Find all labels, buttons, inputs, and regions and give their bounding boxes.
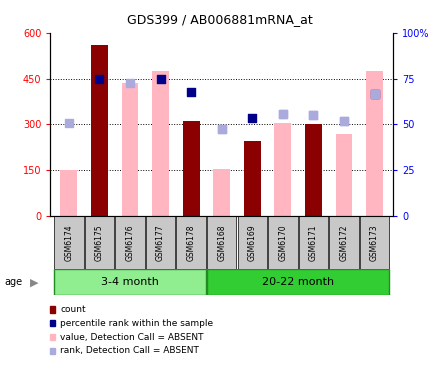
Bar — [91, 45, 108, 216]
Point — [218, 126, 225, 132]
Text: GSM6176: GSM6176 — [125, 224, 134, 261]
Bar — [85, 216, 114, 269]
Bar — [152, 71, 169, 216]
Bar — [243, 141, 260, 216]
Text: GSM6178: GSM6178 — [186, 224, 195, 261]
Point — [126, 80, 133, 86]
Bar — [328, 216, 358, 269]
Text: GSM6177: GSM6177 — [155, 224, 165, 261]
Point — [370, 91, 377, 97]
Point — [340, 119, 347, 124]
Text: age: age — [4, 277, 22, 287]
Text: GSM6168: GSM6168 — [217, 224, 226, 261]
Bar — [298, 216, 327, 269]
Bar — [207, 269, 389, 295]
Bar — [60, 170, 77, 216]
Point — [279, 111, 286, 117]
Bar — [54, 216, 83, 269]
Point — [309, 112, 316, 118]
Bar — [268, 216, 297, 269]
Bar — [176, 216, 205, 269]
Text: rank, Detection Call = ABSENT: rank, Detection Call = ABSENT — [60, 347, 199, 355]
Bar — [335, 134, 352, 216]
Point — [157, 76, 164, 82]
Bar — [359, 216, 389, 269]
Point — [218, 126, 225, 132]
Text: percentile rank within the sample: percentile rank within the sample — [60, 319, 213, 328]
Point — [309, 112, 316, 118]
Text: 3-4 month: 3-4 month — [101, 277, 159, 287]
Point — [187, 90, 194, 96]
Text: ▶: ▶ — [30, 277, 38, 287]
Point — [340, 119, 347, 124]
Text: GSM6169: GSM6169 — [247, 224, 256, 261]
Text: value, Detection Call = ABSENT: value, Detection Call = ABSENT — [60, 333, 204, 341]
Bar — [54, 269, 205, 295]
Point — [279, 111, 286, 117]
Text: GSM6174: GSM6174 — [64, 224, 73, 261]
Bar — [274, 123, 290, 216]
Text: count: count — [60, 305, 86, 314]
Text: GSM6175: GSM6175 — [95, 224, 104, 261]
Text: 20-22 month: 20-22 month — [261, 277, 333, 287]
Point — [65, 120, 72, 126]
Bar — [182, 122, 199, 216]
Text: GSM6173: GSM6173 — [369, 224, 378, 261]
Text: GDS399 / AB006881mRNA_at: GDS399 / AB006881mRNA_at — [126, 13, 312, 26]
Bar — [115, 216, 145, 269]
Bar — [145, 216, 175, 269]
Text: GSM6171: GSM6171 — [308, 224, 317, 261]
Bar — [207, 216, 236, 269]
Bar — [304, 124, 321, 216]
Bar — [213, 169, 230, 216]
Text: GSM6172: GSM6172 — [339, 224, 348, 261]
Bar — [121, 83, 138, 216]
Point — [370, 91, 377, 97]
Text: GSM6170: GSM6170 — [278, 224, 287, 261]
Bar — [365, 71, 382, 216]
Point — [95, 76, 102, 82]
Bar — [237, 216, 266, 269]
Point — [248, 115, 255, 121]
